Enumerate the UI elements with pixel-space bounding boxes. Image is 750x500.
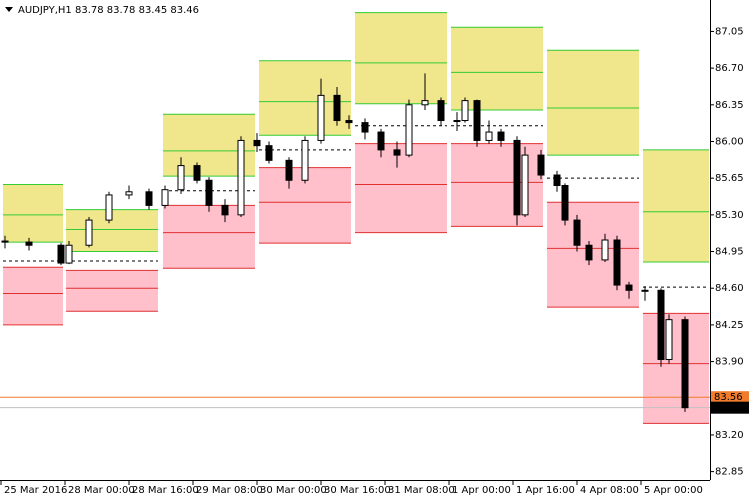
lower-zone [3, 267, 63, 325]
x-tick-label: 30 Mar 16:00 [324, 485, 391, 496]
candle-body [317, 94, 325, 141]
candle-body [405, 104, 413, 156]
y-tick-label: 85.65 [715, 173, 744, 184]
candle-body [333, 94, 341, 122]
candle-body [681, 319, 689, 409]
candle-body [537, 154, 545, 176]
upper-zone [355, 12, 447, 104]
candle-body [25, 241, 33, 246]
price-label-box [711, 391, 749, 404]
price-label: 83.46 [714, 403, 743, 414]
candle-body [601, 239, 609, 261]
candle-body [585, 244, 593, 261]
y-tick-label: 87.05 [715, 26, 744, 37]
candle-body [125, 191, 133, 196]
candle-body [521, 154, 529, 216]
candle-body [437, 100, 445, 122]
x-tick-label: 28 Mar 16:00 [132, 485, 199, 496]
candle-body [221, 204, 229, 216]
candle-body [613, 239, 621, 286]
candle-body [513, 139, 521, 216]
candle-body [1, 240, 9, 243]
y-tick-label: 84.25 [715, 320, 744, 331]
x-tick-label: 1 Apr 00:00 [452, 485, 511, 496]
menu-triangle[interactable] [5, 7, 13, 12]
candle-body [265, 145, 273, 161]
candle-body [665, 319, 673, 360]
upper-zone [643, 149, 709, 263]
x-tick-label: 31 Mar 08:00 [388, 485, 455, 496]
price-label: 83.56 [714, 392, 743, 403]
lower-zone [451, 143, 543, 227]
candle-body [345, 120, 353, 124]
x-tick-label: 28 Mar 00:00 [68, 485, 135, 496]
lower-zone [643, 313, 709, 424]
y-tick-label: 83.20 [715, 430, 744, 441]
candle-body [57, 244, 65, 264]
x-tick-label: 1 Apr 16:00 [516, 485, 575, 496]
x-tick-label: 29 Mar 08:00 [196, 485, 263, 496]
candle-body [85, 219, 93, 246]
candle-body [253, 139, 261, 147]
chart-title: AUDJPY,H1 83.78 83.78 83.45 83.46 [18, 5, 199, 16]
candle-body [161, 189, 169, 206]
y-tick-label: 84.60 [715, 283, 744, 294]
candle-body [553, 174, 561, 187]
y-tick-label: 85.30 [715, 210, 744, 221]
lower-zone [66, 270, 158, 312]
price-label-box [711, 401, 749, 414]
candle-body [145, 191, 153, 206]
lower-zone [355, 143, 447, 233]
x-tick-label: 4 Apr 08:00 [580, 485, 639, 496]
candle-body [177, 165, 185, 191]
x-tick-label: 5 Apr 00:00 [644, 485, 703, 496]
candle-body [285, 159, 293, 181]
candle-body [657, 289, 665, 360]
y-tick-label: 86.00 [715, 136, 744, 147]
upper-zone [547, 50, 639, 156]
candle-body [301, 139, 309, 181]
candle-body [485, 131, 493, 141]
y-tick-label: 82.85 [715, 467, 744, 478]
lower-zone [163, 205, 255, 269]
y-tick-label: 84.95 [715, 247, 744, 258]
x-tick-label: 30 Mar 00:00 [260, 485, 327, 496]
candle-body [393, 149, 401, 156]
candle-body [105, 194, 113, 221]
candle-body [625, 284, 633, 291]
x-tick-label: 25 Mar 2016 [4, 485, 67, 496]
candle-body [193, 165, 201, 181]
y-tick-label: 83.90 [715, 357, 744, 368]
candle-body [205, 179, 213, 206]
candle-body [361, 122, 369, 133]
candle-body [421, 100, 429, 106]
candle-body [497, 131, 505, 141]
lower-zone [547, 202, 639, 308]
candle-body [461, 100, 469, 122]
candle-body [453, 120, 461, 123]
candle-body [237, 139, 245, 216]
candle-body [65, 244, 73, 264]
plot-area [0, 12, 710, 424]
candle-body [573, 219, 581, 246]
candle-body [561, 185, 569, 221]
y-tick-label: 86.35 [715, 100, 744, 111]
candle-body [377, 131, 385, 151]
upper-zone [3, 184, 63, 243]
y-tick-label: 86.70 [715, 63, 744, 74]
upper-zone [451, 27, 543, 111]
candle-body [473, 100, 481, 141]
candle-body [641, 289, 649, 292]
